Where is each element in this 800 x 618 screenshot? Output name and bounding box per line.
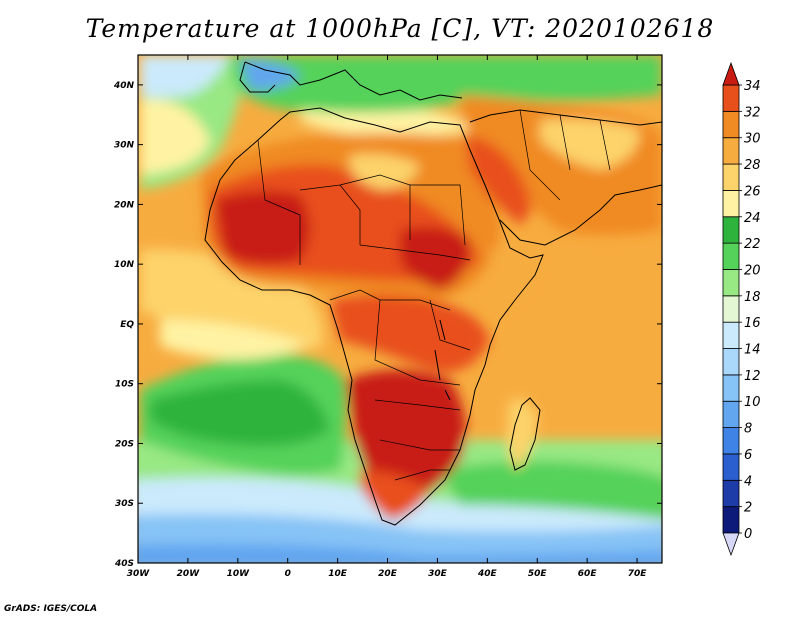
lat-tick-label: 40N xyxy=(113,81,135,91)
colorbar-swatch xyxy=(722,110,740,139)
lon-tick-label: 50E xyxy=(528,569,548,579)
colorbar-label: 16 xyxy=(744,316,761,331)
field-madagascar-yellow xyxy=(507,399,538,470)
colorbar-label: 12 xyxy=(744,369,761,384)
colorbar-label: 14 xyxy=(744,343,761,358)
colorbar-label: 18 xyxy=(744,290,761,305)
europe-coastline xyxy=(239,61,463,101)
madagascar-coastline xyxy=(509,397,541,471)
field-atlantic-darkgreen xyxy=(150,380,330,446)
colorbar-label: 20 xyxy=(744,263,761,278)
colorbar-swatch xyxy=(722,427,740,455)
coastlines xyxy=(204,61,662,526)
colorbar-swatch xyxy=(722,400,740,428)
colorbar-under-triangle xyxy=(722,532,740,557)
colorbar-label: 10 xyxy=(744,395,761,410)
field-atlantic-paleyellow xyxy=(160,320,310,360)
colorbar-over-triangle xyxy=(722,61,740,86)
colorbar-label: 0 xyxy=(744,527,752,542)
field-indian-green xyxy=(440,461,662,519)
colorbar-label: 32 xyxy=(744,105,761,120)
lon-tick-label: 20E xyxy=(378,569,398,579)
grads-credit: GrADS: IGES/COLA xyxy=(4,604,98,614)
colorbar-swatch xyxy=(722,506,740,534)
field-iran-yellow xyxy=(540,118,640,170)
colorbar-swatch xyxy=(722,242,740,270)
lat-tick-label: 40S xyxy=(114,559,134,569)
colorbar-swatch xyxy=(722,216,740,244)
colorbar-label: 24 xyxy=(744,211,761,226)
temperature-field xyxy=(138,55,662,563)
colorbar-label: 8 xyxy=(744,422,752,437)
colorbar-label: 26 xyxy=(744,184,761,199)
field-libya-yellow xyxy=(350,153,420,190)
lon-tick-label: 70E xyxy=(628,569,648,579)
colorbar-label: 2 xyxy=(744,501,752,516)
colorbar-label: 30 xyxy=(744,132,761,147)
colorbar-swatch xyxy=(722,348,740,376)
map-title: Temperature at 1000hPa [C], VT: 20201026… xyxy=(85,14,715,43)
lon-tick-label: 0 xyxy=(285,569,291,579)
country-borders xyxy=(257,109,611,481)
colorbar-swatch xyxy=(722,374,740,402)
colorbar-swatch xyxy=(722,137,740,165)
colorbar-label: 22 xyxy=(744,237,761,252)
field-iberia-blue xyxy=(240,60,300,90)
field-red-sea-red xyxy=(465,135,530,225)
field-south-ocean-darkblue xyxy=(138,543,662,563)
lat-tick-label: EQ xyxy=(120,320,134,330)
field-horn-orange xyxy=(488,247,535,310)
lon-tick-label: 40E xyxy=(477,569,498,579)
field-congo-red xyxy=(330,295,490,372)
lat-tick-label: 30N xyxy=(114,141,135,151)
colorbar-swatch xyxy=(722,479,740,508)
colorbar-swatch xyxy=(722,269,740,297)
great-lakes xyxy=(434,319,451,401)
colorbar-label: 34 xyxy=(744,79,761,94)
field-north-atlantic-yellow xyxy=(140,99,210,175)
lon-tick-label: 20W xyxy=(177,569,201,579)
lat-tick-label: 10N xyxy=(114,260,135,270)
lat-tick-label: 10S xyxy=(115,380,134,390)
colorbar-swatch xyxy=(722,321,740,349)
africa-coastline xyxy=(204,107,544,526)
field-sudan-hot xyxy=(400,226,470,290)
lat-tick-label: 30S xyxy=(115,499,134,509)
colorbar-swatch xyxy=(722,163,740,191)
colorbar-swatch xyxy=(722,453,740,481)
lat-tick-label: 20S xyxy=(115,439,134,449)
axes: 30W 20W 10W 0 10E 20E 30E 40E 50E 60E 70E 40N 30N 20N… xyxy=(113,55,662,579)
colorbar-swatch xyxy=(722,84,740,112)
field-north-atlantic-lightblue xyxy=(140,55,230,98)
field-europe-green xyxy=(230,55,662,120)
lon-tick-label: 30E xyxy=(428,569,448,579)
colorbar-label: 28 xyxy=(744,158,761,173)
field-west-africa-hot xyxy=(215,191,310,264)
colorbar-swatch xyxy=(722,190,740,218)
plot-frame xyxy=(137,54,663,564)
lon-tick-label: 30W xyxy=(127,569,151,579)
lon-tick-label: 60E xyxy=(578,569,598,579)
colorbar-label: 6 xyxy=(744,448,752,463)
lon-tick-label: 10E xyxy=(328,569,348,579)
colorbar-swatch xyxy=(722,295,740,323)
lon-tick-label: 10W xyxy=(227,569,251,579)
lat-tick-label: 20N xyxy=(114,200,135,210)
colorbar-label: 4 xyxy=(744,474,752,489)
